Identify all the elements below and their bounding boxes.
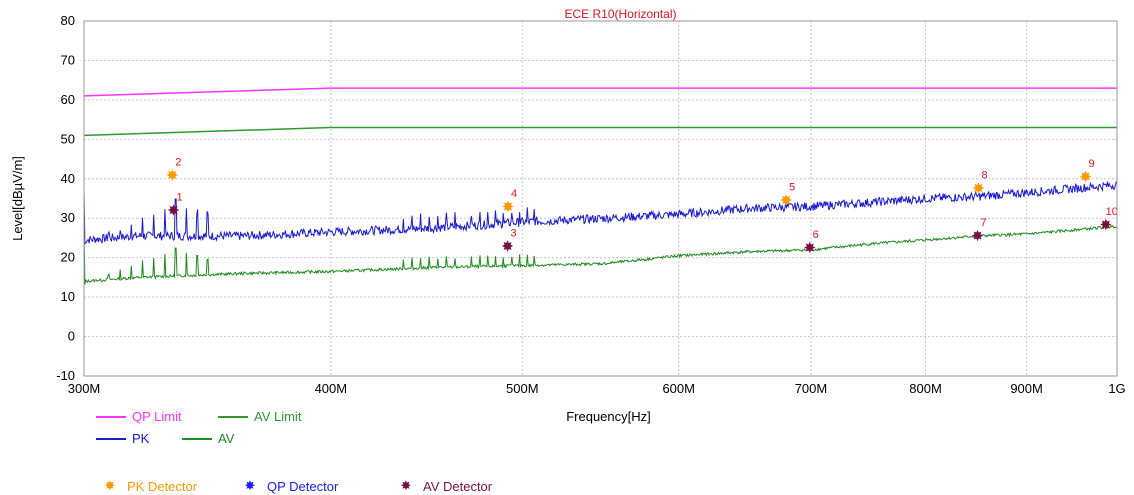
legend-star-icon: ✸: [104, 478, 116, 493]
series-line-av: [83, 224, 1118, 285]
marker-label: 3: [511, 228, 517, 240]
marker-point-pk: ✸: [1079, 168, 1092, 186]
x-axis-label: Frequency[Hz]: [566, 409, 651, 424]
legend-item-av-detector: ✸ AV Detector: [399, 478, 493, 494]
legend-item-qp-detector: ✸ QP Detector: [243, 478, 339, 494]
legend-item-av-limit: AV Limit: [218, 409, 301, 424]
marker-label: 4: [511, 188, 517, 200]
series-line-qp-limit: [83, 87, 1117, 97]
legend-label: AV Detector: [423, 478, 493, 494]
y-tick-label: -10: [56, 368, 75, 383]
marker-point-av: ✸: [1099, 216, 1112, 234]
chart-title: ECE R10(Horizontal): [564, 7, 676, 21]
marker-point-pk: ✸: [166, 167, 179, 185]
legend-label: AV Limit: [254, 409, 302, 424]
legend-label: PK Detector: [127, 478, 198, 494]
marker-label: 5: [789, 181, 795, 193]
marker-point-av: ✸: [167, 201, 180, 219]
marker-label: 2: [175, 157, 181, 169]
y-tick-label: 80: [61, 13, 75, 28]
legend-item-av: AV: [182, 431, 234, 446]
y-tick-label: 50: [61, 131, 75, 146]
legend-swatch: [182, 437, 212, 440]
legend-label: QP Detector: [267, 478, 339, 494]
legend-label: AV: [218, 431, 235, 446]
x-tick-label: 900M: [1010, 381, 1043, 396]
legend-swatch: [96, 415, 126, 418]
y-tick-label: 70: [61, 52, 75, 67]
marker-point-pk: ✸: [972, 180, 985, 198]
legend-star-icon: ✸: [400, 478, 412, 493]
marker-point-av: ✸: [971, 227, 984, 245]
series-line-av-limit: [83, 126, 1117, 137]
y-tick-label: 30: [61, 210, 75, 225]
legend-item-pk: PK: [96, 431, 149, 446]
x-tick-label: 1G: [1108, 381, 1125, 396]
legend-swatch: [96, 437, 126, 440]
y-tick-label: 0: [68, 329, 75, 344]
legend-swatch: [218, 415, 248, 418]
marker-layer: ✸1✸2✸3✸4 ✸5✸6 ✸7✸8 ✸9✸10: [166, 157, 1118, 257]
marker-point-pk: ✸: [502, 198, 515, 216]
marker-label: 1: [176, 191, 182, 203]
x-tick-label: 600M: [662, 381, 695, 396]
marker-point-av: ✸: [803, 239, 816, 257]
y-tick-label: 40: [61, 171, 75, 186]
marker-point-pk: ✸: [780, 191, 793, 209]
series-line-pk: [83, 181, 1118, 245]
legend-item-pk-detector: ✸ PK Detector: [103, 478, 198, 494]
marker-label: 10: [1106, 206, 1118, 218]
legend-label: PK: [132, 431, 150, 446]
legend-label: QP Limit: [132, 409, 182, 424]
tick-label-layer: -10 0 10 20 30 40 50 60 70 80 300M 400M 500M 600M 700M…: [56, 13, 1125, 396]
y-tick-label: 10: [61, 289, 75, 304]
plot-area-frame: [83, 20, 1118, 377]
marker-label: 8: [982, 170, 988, 182]
marker-label: 9: [1088, 158, 1094, 170]
x-tick-label: 700M: [795, 381, 828, 396]
x-tick-label: 500M: [506, 381, 539, 396]
legend-item-qp-limit: QP Limit: [96, 409, 182, 424]
x-tick-label: 800M: [909, 381, 942, 396]
legend-star-icon: ✸: [244, 478, 256, 493]
y-tick-label: 60: [61, 92, 75, 107]
marker-label: 7: [980, 217, 986, 229]
x-tick-label: 300M: [68, 381, 101, 396]
marker-point-av: ✸: [501, 238, 514, 256]
marker-label: 6: [813, 229, 819, 241]
y-tick-label: 20: [61, 250, 75, 265]
y-axis-label: Level[dBµV/m]: [10, 156, 25, 241]
x-tick-label: 400M: [315, 381, 348, 396]
series-layer: [83, 87, 1118, 285]
